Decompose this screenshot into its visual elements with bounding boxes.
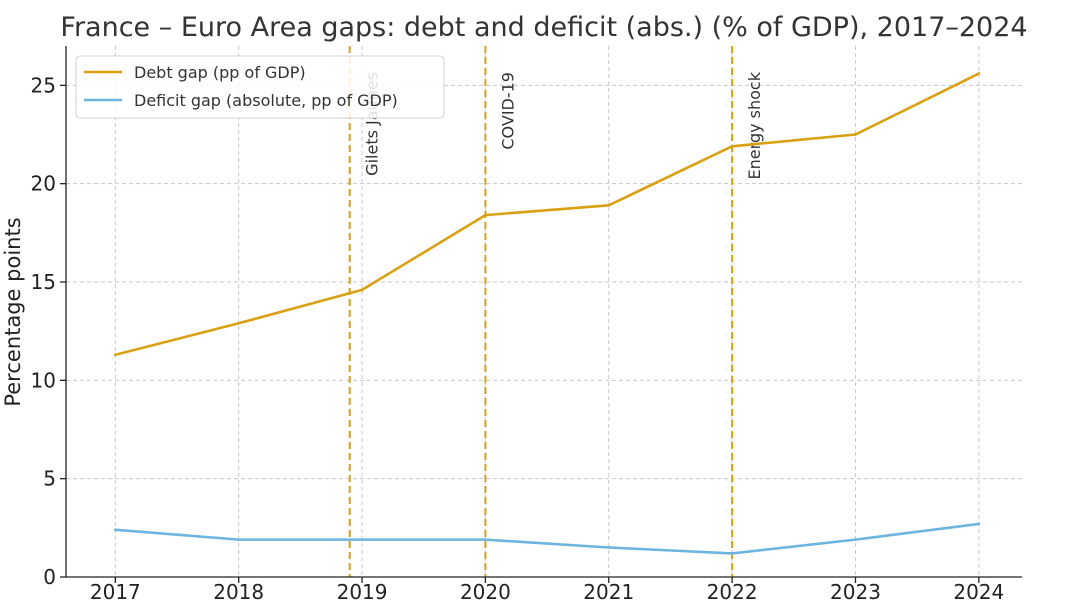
y-tick-label: 25 — [31, 73, 56, 97]
y-tick-label: 10 — [31, 368, 56, 392]
data-point — [237, 538, 241, 542]
annotations: Gilets Jaunes COVID-19 Energy shock — [348, 46, 764, 577]
annotation-label-3: Energy shock — [745, 71, 764, 179]
data-point — [854, 538, 857, 542]
data-point — [977, 72, 981, 75]
x-tick-label: 2019 — [337, 580, 388, 600]
data-point — [730, 144, 734, 148]
y-tick-label: 20 — [31, 172, 56, 196]
axes — [65, 46, 1022, 578]
legend-label-2: Deficit gap (absolute, pp of GDP) — [134, 91, 398, 110]
x-tick-label: 2017 — [90, 580, 141, 600]
data-point — [360, 538, 364, 542]
legend-label-1: Debt gap (pp of GDP) — [134, 63, 306, 82]
series-line-2 — [115, 522, 979, 555]
x-tick-label: 2022 — [707, 580, 758, 600]
data-point — [607, 203, 611, 207]
data-point — [113, 528, 117, 532]
tick-labels: 0 5 10 15 20 25 2017 2018 2019 2020 2021 2022 2023 20… — [31, 73, 1005, 600]
y-tick-label: 5 — [43, 467, 56, 491]
series — [113, 72, 981, 555]
legend-box — [75, 55, 445, 119]
data-point — [484, 213, 487, 217]
y-tick-label: 15 — [31, 270, 56, 294]
data-point — [977, 522, 981, 526]
annotation-label-2: COVID-19 — [498, 72, 517, 150]
x-tick-label: 2023 — [830, 580, 881, 600]
legend: Debt gap (pp of GDP) Deficit gap (absolut… — [75, 55, 445, 119]
grid — [66, 46, 1022, 577]
data-point — [237, 321, 241, 325]
data-point — [854, 133, 857, 136]
x-tick-label: 2024 — [953, 580, 1004, 600]
y-tick-label: 0 — [43, 565, 56, 589]
data-point — [730, 552, 734, 555]
data-point — [484, 538, 487, 542]
x-tick-label: 2020 — [460, 580, 511, 600]
chart-title: France – Euro Area gaps: debt and defici… — [60, 12, 1027, 43]
series-line-1 — [115, 72, 980, 357]
x-tick-label: 2021 — [583, 580, 634, 600]
data-point — [360, 288, 364, 292]
data-point — [113, 353, 117, 357]
x-tick-label: 2018 — [213, 580, 264, 600]
data-point — [607, 546, 611, 549]
y-axis-label: Percentage points — [1, 217, 25, 406]
